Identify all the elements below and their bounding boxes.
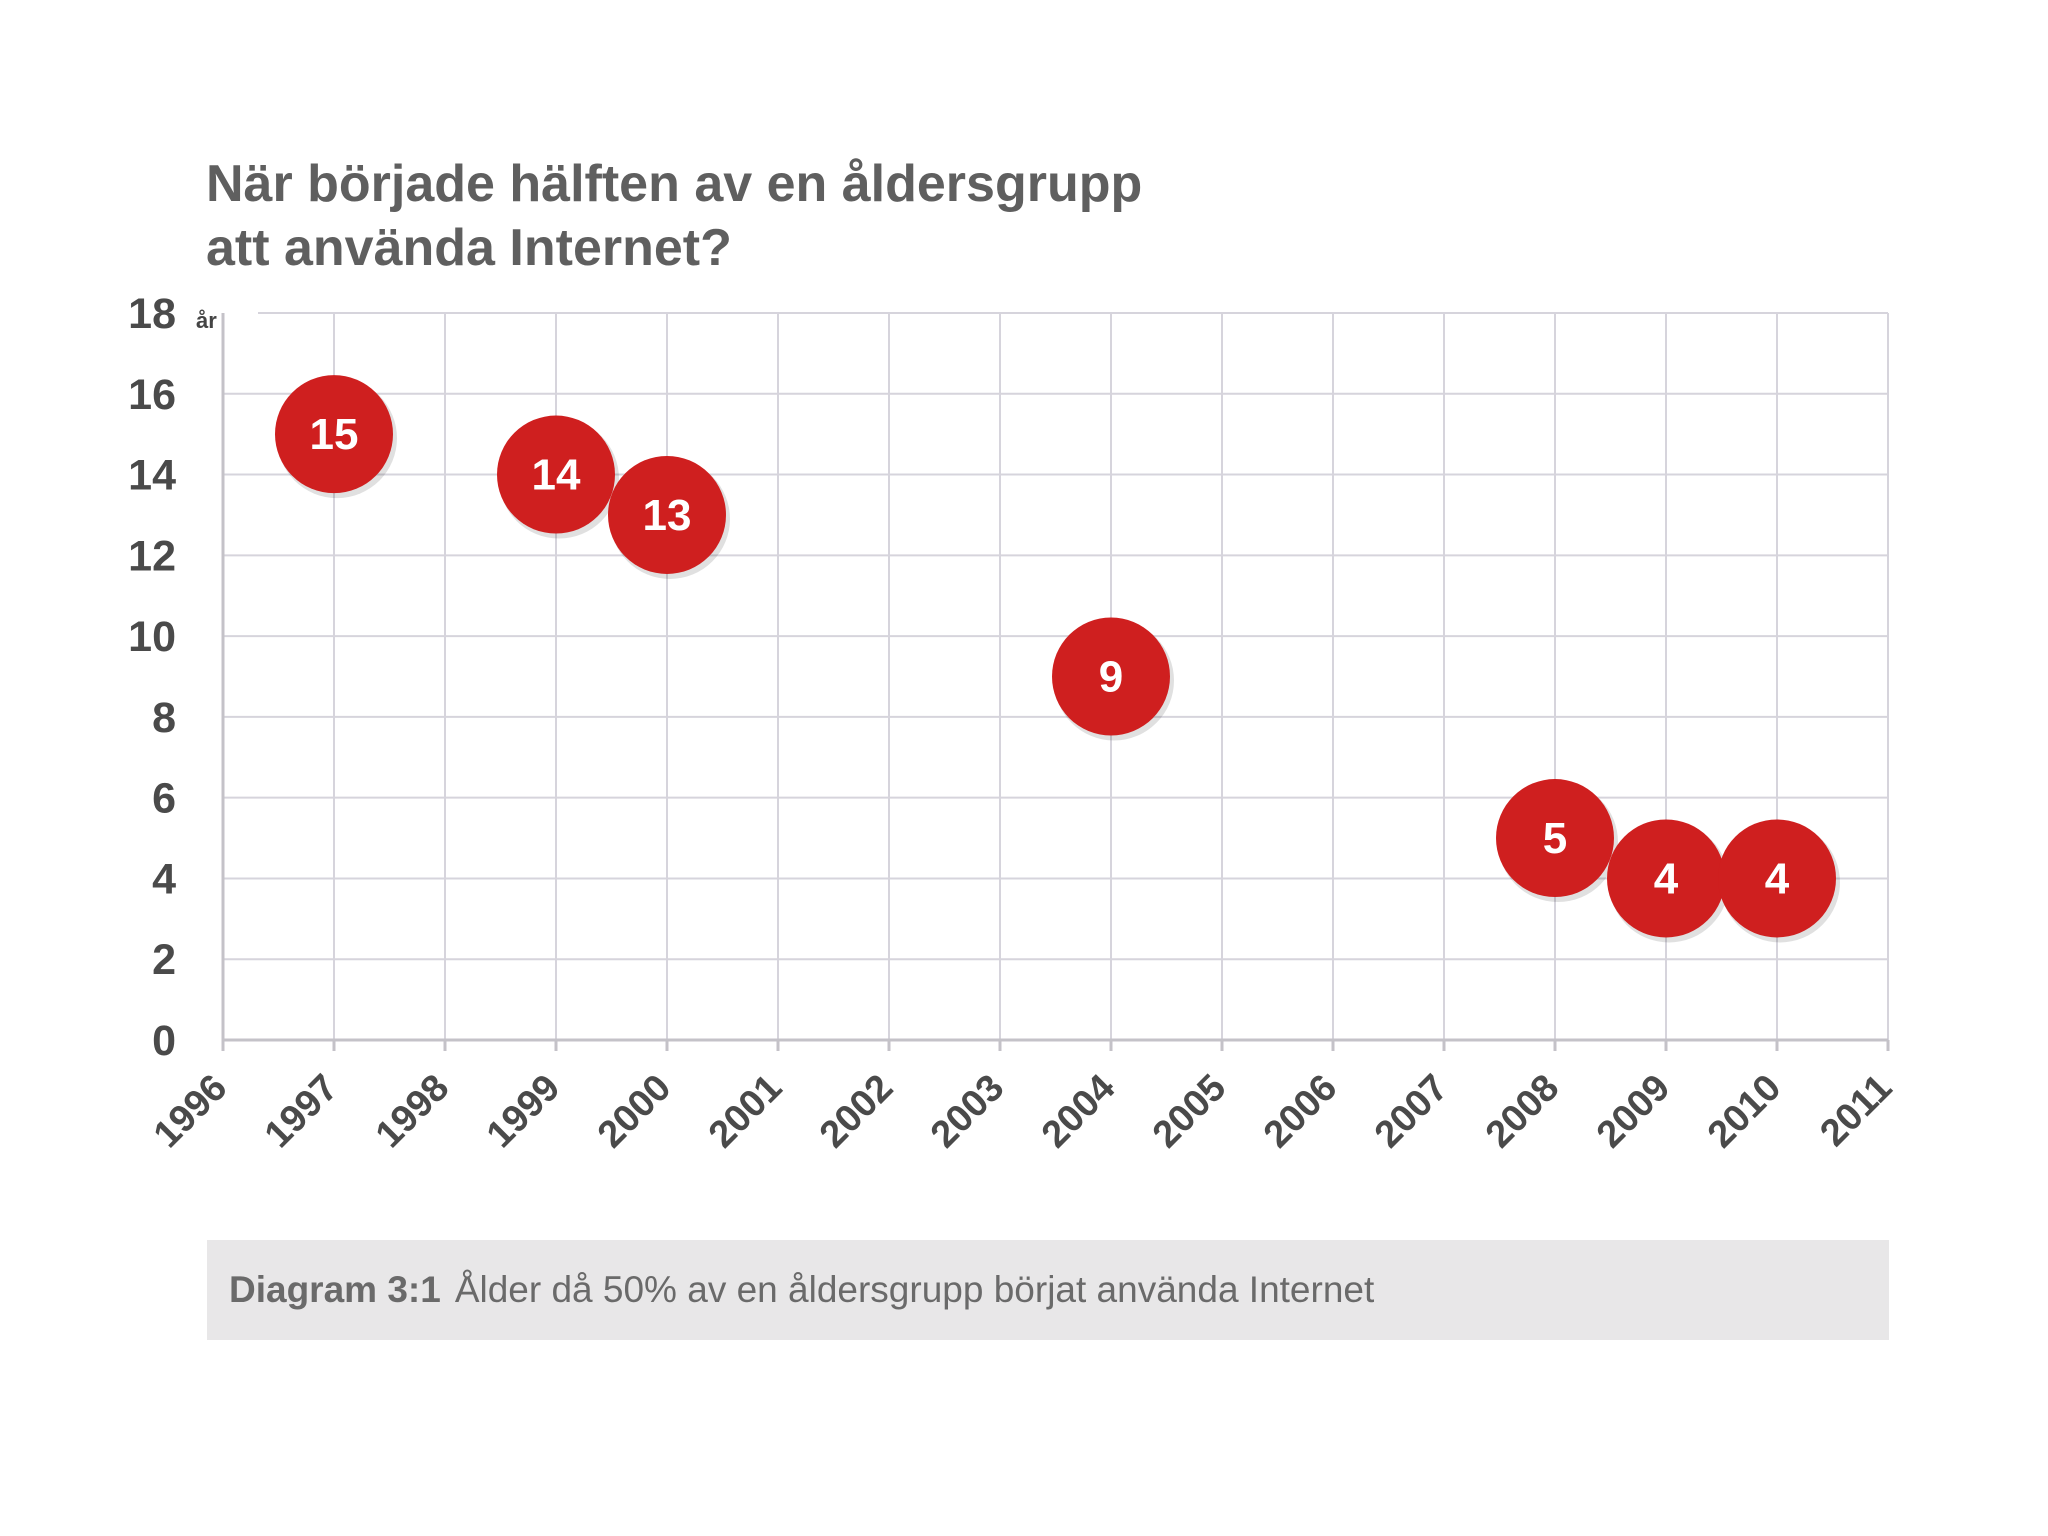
chart-title-line-1: När började hälften av en åldersgrupp [206,155,1143,213]
y-tick-label: 14 [128,452,176,500]
data-point [1607,819,1725,938]
x-tick-label: 1999 [479,1067,568,1156]
x-tick-label: 2004 [1034,1067,1123,1156]
data-point [1496,779,1614,898]
data-points: 15 14 13 9 5 4 4 [275,375,1840,943]
data-point [608,455,726,574]
caption-label: Diagram 3:1 [229,1269,441,1310]
data-point-label: 13 [643,491,692,540]
data-point-label: 4 [1654,854,1679,903]
y-tick-label: 16 [128,371,176,419]
x-tick-label: 1997 [257,1067,346,1156]
x-tick-label: 2001 [701,1067,790,1156]
y-tick-label: 4 [152,855,176,903]
x-tick-label: 2010 [1700,1067,1789,1156]
x-tick-label: 2006 [1256,1067,1345,1156]
x-tick-label: 2011 [1812,1067,1900,1155]
x-tick-label: 1996 [146,1067,235,1156]
x-axis-ticks: 1996 1997 1998 1999 2000 2001 2002 2003 2004 2005… [146,1067,1900,1156]
x-tick-label: 2003 [923,1067,1012,1156]
x-tick-label: 2009 [1589,1067,1678,1156]
data-point-label: 15 [310,410,359,459]
data-point [1052,617,1170,736]
y-tick-label: 8 [152,694,176,742]
y-tick-label: 0 [152,1017,176,1065]
data-point [275,375,393,494]
data-point [1718,819,1836,938]
data-point-label: 5 [1543,814,1567,863]
x-tick-label: 1998 [368,1067,457,1156]
y-axis-unit-label: år [196,308,217,333]
y-tick-label: 6 [152,775,176,823]
axes [221,313,1890,1051]
data-point-label: 9 [1099,653,1123,702]
x-tick-label: 2007 [1367,1067,1456,1156]
x-tick-label: 2008 [1478,1067,1567,1156]
x-tick-label: 2005 [1145,1067,1234,1156]
y-tick-label: 12 [128,532,176,580]
x-tick-label: 2002 [812,1067,901,1156]
y-axis-ticks: 0 2 4 6 8 10 12 14 16 18 [128,290,176,1065]
y-tick-label: 10 [128,613,176,661]
caption-text: Ålder då 50% av en åldersgrupp börjat an… [454,1269,1375,1310]
data-point-label: 14 [532,451,581,500]
chart-title-line-2: att använda Internet? [206,219,732,277]
x-tick-label: 2000 [590,1067,679,1156]
chart-caption: Diagram 3:1 Ålder då 50% av en åldersgru… [207,1240,1889,1340]
y-tick-label: 2 [152,936,176,984]
chart-title: När började hälften av en åldersgrupp at… [206,152,1142,280]
y-tick-label: 18 [128,290,176,338]
data-point-label: 4 [1765,854,1790,903]
data-point [497,415,615,534]
